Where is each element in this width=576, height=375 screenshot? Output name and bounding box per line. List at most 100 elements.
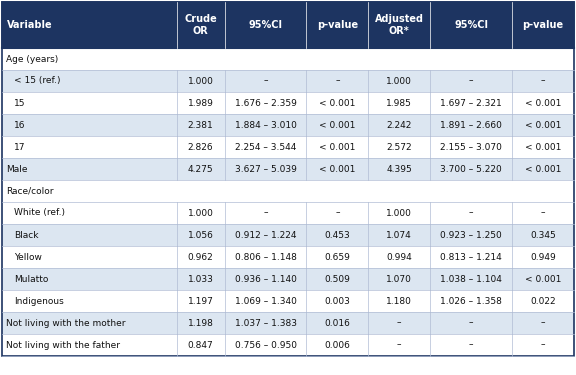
Text: Mulatto: Mulatto — [14, 274, 48, 284]
Text: 0.923 – 1.250: 0.923 – 1.250 — [440, 231, 502, 240]
Text: Indigenous: Indigenous — [14, 297, 64, 306]
Text: Black: Black — [14, 231, 39, 240]
Text: < 0.001: < 0.001 — [525, 274, 561, 284]
Text: 0.756 – 0.950: 0.756 – 0.950 — [234, 340, 297, 350]
Bar — [2, 334, 574, 356]
Text: –: – — [335, 209, 340, 218]
Text: 1.000: 1.000 — [386, 76, 412, 86]
Text: 95%CI: 95%CI — [454, 20, 488, 30]
Text: –: – — [263, 209, 268, 218]
Text: 0.912 – 1.224: 0.912 – 1.224 — [235, 231, 296, 240]
Text: White (ref.): White (ref.) — [14, 209, 65, 218]
Text: 0.962: 0.962 — [188, 252, 214, 261]
Bar — [2, 114, 574, 136]
Text: 1.000: 1.000 — [386, 209, 412, 218]
Text: 0.806 – 1.148: 0.806 – 1.148 — [234, 252, 297, 261]
Text: –: – — [469, 340, 473, 350]
Text: < 0.001: < 0.001 — [319, 99, 355, 108]
Text: < 0.001: < 0.001 — [525, 142, 561, 152]
Bar — [2, 224, 574, 246]
Text: < 0.001: < 0.001 — [525, 120, 561, 129]
Bar — [2, 246, 574, 268]
Text: 0.813 – 1.214: 0.813 – 1.214 — [440, 252, 502, 261]
Text: 1.000: 1.000 — [188, 76, 214, 86]
Bar — [306, 2, 369, 48]
Text: 1.180: 1.180 — [386, 297, 412, 306]
Text: 1.884 – 3.010: 1.884 – 3.010 — [234, 120, 297, 129]
Text: 0.659: 0.659 — [324, 252, 350, 261]
Text: 1.026 – 1.358: 1.026 – 1.358 — [440, 297, 502, 306]
Text: 1.989: 1.989 — [188, 99, 214, 108]
Bar — [225, 2, 306, 48]
Text: 1.891 – 2.660: 1.891 – 2.660 — [440, 120, 502, 129]
Text: 16: 16 — [14, 120, 25, 129]
Text: 17: 17 — [14, 142, 25, 152]
Text: 0.949: 0.949 — [530, 252, 556, 261]
Text: 1.697 – 2.321: 1.697 – 2.321 — [440, 99, 502, 108]
Bar — [2, 268, 574, 290]
Text: 0.936 – 1.140: 0.936 – 1.140 — [234, 274, 297, 284]
Bar — [512, 2, 574, 48]
Text: 0.847: 0.847 — [188, 340, 214, 350]
Text: –: – — [541, 76, 545, 86]
Text: < 0.001: < 0.001 — [319, 165, 355, 174]
Bar — [2, 180, 574, 202]
Text: –: – — [541, 209, 545, 218]
Text: 0.022: 0.022 — [530, 297, 556, 306]
Text: 1.000: 1.000 — [188, 209, 214, 218]
Text: Yellow: Yellow — [14, 252, 42, 261]
Text: < 15 (ref.): < 15 (ref.) — [14, 76, 60, 86]
Text: 1.069 – 1.340: 1.069 – 1.340 — [234, 297, 297, 306]
Text: Not living with the father: Not living with the father — [6, 340, 120, 350]
Text: 3.700 – 5.220: 3.700 – 5.220 — [440, 165, 502, 174]
Text: –: – — [335, 76, 340, 86]
Text: 15: 15 — [14, 99, 25, 108]
Bar — [2, 136, 574, 158]
Bar — [2, 48, 574, 70]
Text: 2.572: 2.572 — [386, 142, 412, 152]
Text: < 0.001: < 0.001 — [525, 99, 561, 108]
Bar — [2, 202, 574, 224]
Bar — [2, 2, 177, 48]
Text: 4.395: 4.395 — [386, 165, 412, 174]
Bar — [2, 92, 574, 114]
Text: Male: Male — [6, 165, 28, 174]
Bar — [2, 312, 574, 334]
Text: 1.056: 1.056 — [188, 231, 214, 240]
Text: 0.453: 0.453 — [324, 231, 350, 240]
Bar — [369, 2, 430, 48]
Text: 2.254 – 3.544: 2.254 – 3.544 — [235, 142, 296, 152]
Text: 1.198: 1.198 — [188, 318, 214, 327]
Text: 0.509: 0.509 — [324, 274, 350, 284]
Text: < 0.001: < 0.001 — [319, 142, 355, 152]
Text: Adjusted
OR*: Adjusted OR* — [375, 14, 424, 36]
Text: p-value: p-value — [522, 20, 564, 30]
Text: Race/color: Race/color — [6, 186, 54, 195]
Text: 1.037 – 1.383: 1.037 – 1.383 — [234, 318, 297, 327]
Text: 2.381: 2.381 — [188, 120, 214, 129]
Bar — [2, 2, 574, 48]
Text: 0.345: 0.345 — [530, 231, 556, 240]
Text: Variable: Variable — [7, 20, 52, 30]
Text: 2.155 – 3.070: 2.155 – 3.070 — [440, 142, 502, 152]
Text: 1.676 – 2.359: 1.676 – 2.359 — [234, 99, 297, 108]
Text: 1.033: 1.033 — [188, 274, 214, 284]
Text: –: – — [263, 76, 268, 86]
Bar — [2, 70, 574, 92]
Bar — [2, 290, 574, 312]
Text: –: – — [541, 340, 545, 350]
Text: 3.627 – 5.039: 3.627 – 5.039 — [234, 165, 297, 174]
Text: –: – — [397, 340, 401, 350]
Text: 2.826: 2.826 — [188, 142, 214, 152]
Text: 95%CI: 95%CI — [248, 20, 283, 30]
Text: 0.003: 0.003 — [324, 297, 350, 306]
Bar — [430, 2, 512, 48]
Text: Crude
OR: Crude OR — [184, 14, 217, 36]
Text: 2.242: 2.242 — [386, 120, 412, 129]
Text: 1.038 – 1.104: 1.038 – 1.104 — [440, 274, 502, 284]
Text: –: – — [397, 318, 401, 327]
Text: < 0.001: < 0.001 — [525, 165, 561, 174]
Text: –: – — [469, 209, 473, 218]
Bar — [177, 2, 225, 48]
Text: 1.197: 1.197 — [188, 297, 214, 306]
